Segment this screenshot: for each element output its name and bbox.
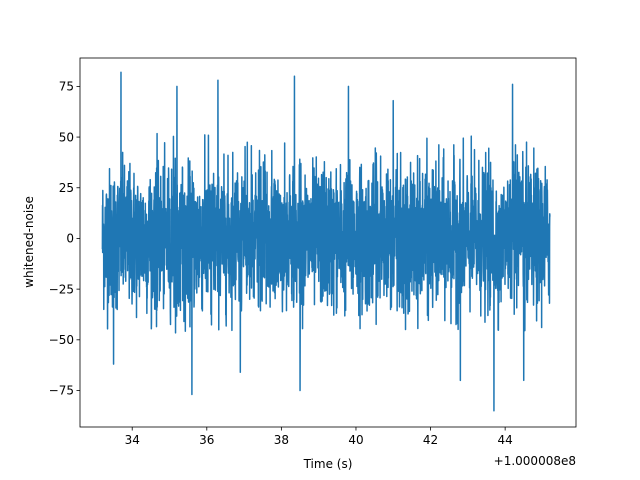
y-axis: 75 50 25 0 −25 −50 −75 xyxy=(49,80,80,398)
y-tick-label: 75 xyxy=(59,80,74,94)
x-offset-label: +1.000008e8 xyxy=(494,454,576,468)
x-tick-label: 36 xyxy=(199,433,214,447)
plot-frame xyxy=(79,57,577,428)
x-tick-label: 34 xyxy=(125,433,140,447)
series-line xyxy=(101,71,551,412)
y-tick-label: −50 xyxy=(49,333,74,347)
y-tick-label: 0 xyxy=(66,232,74,246)
y-tick-label: −75 xyxy=(49,384,74,398)
y-tick-label: 25 xyxy=(59,181,74,195)
x-tick-label: 42 xyxy=(423,433,438,447)
x-tick-label: 38 xyxy=(274,433,289,447)
y-tick-label: 50 xyxy=(59,130,74,144)
x-tick-label: 44 xyxy=(498,433,513,447)
y-tick-label: −25 xyxy=(49,282,74,296)
x-axis: 34 36 38 40 42 44 xyxy=(125,427,513,447)
x-axis-label: Time (s) xyxy=(303,457,353,471)
y-axis-label: whitened-noise xyxy=(22,196,36,288)
plot-area xyxy=(101,71,551,412)
x-tick-label: 40 xyxy=(348,433,363,447)
